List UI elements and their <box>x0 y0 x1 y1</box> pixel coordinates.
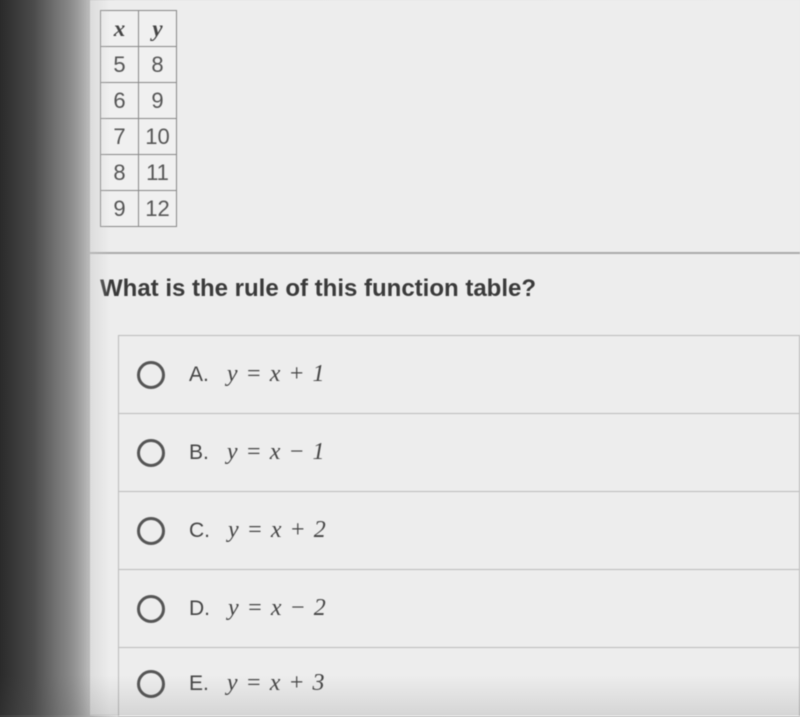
section-divider <box>90 252 800 254</box>
content-area: x y 5 8 6 9 7 10 8 11 9 12 <box>90 0 800 715</box>
option-letter: C. <box>189 519 210 543</box>
cell-y: 12 <box>139 191 177 227</box>
options-container: A. y = x + 1 B. y = x − 1 C. y = x + 2 D… <box>118 335 800 717</box>
cell-x: 9 <box>101 191 139 227</box>
table-row: 6 9 <box>101 83 177 119</box>
radio-icon[interactable] <box>137 670 165 698</box>
radio-icon[interactable] <box>137 517 165 545</box>
function-table: x y 5 8 6 9 7 10 8 11 9 12 <box>100 10 177 227</box>
radio-icon[interactable] <box>137 439 165 467</box>
option-letter: E. <box>189 672 209 696</box>
table-row: 5 8 <box>101 47 177 83</box>
cell-x: 8 <box>101 155 139 191</box>
option-letter: D. <box>189 597 210 621</box>
cell-y: 8 <box>139 47 177 83</box>
option-label: D. y = x − 2 <box>189 595 327 622</box>
cell-x: 6 <box>101 83 139 119</box>
table-row: 9 12 <box>101 191 177 227</box>
option-letter: B. <box>189 441 209 465</box>
option-label: B. y = x − 1 <box>189 439 326 466</box>
header-x: x <box>101 11 139 47</box>
cell-x: 7 <box>101 119 139 155</box>
option-formula: y = x − 1 <box>227 439 326 466</box>
option-formula: y = x + 2 <box>228 517 327 544</box>
option-b[interactable]: B. y = x − 1 <box>118 413 800 491</box>
option-letter: A. <box>189 363 209 387</box>
cell-y: 10 <box>139 119 177 155</box>
radio-icon[interactable] <box>137 595 165 623</box>
cell-y: 9 <box>139 83 177 119</box>
option-c[interactable]: C. y = x + 2 <box>118 491 800 569</box>
header-y: y <box>139 11 177 47</box>
table-row: 8 11 <box>101 155 177 191</box>
option-d[interactable]: D. y = x − 2 <box>118 569 800 647</box>
table-header-row: x y <box>101 11 177 47</box>
option-label: A. y = x + 1 <box>189 361 326 388</box>
option-formula: y = x − 2 <box>228 595 327 622</box>
option-label: E. y = x + 3 <box>189 670 326 697</box>
option-formula: y = x + 3 <box>227 670 326 697</box>
cell-y: 11 <box>139 155 177 191</box>
radio-icon[interactable] <box>137 361 165 389</box>
question-text: What is the rule of this function table? <box>100 275 536 303</box>
cell-x: 5 <box>101 47 139 83</box>
function-table-container: x y 5 8 6 9 7 10 8 11 9 12 <box>100 10 177 227</box>
option-formula: y = x + 1 <box>227 361 326 388</box>
table-row: 7 10 <box>101 119 177 155</box>
option-label: C. y = x + 2 <box>189 517 327 544</box>
option-a[interactable]: A. y = x + 1 <box>118 335 800 413</box>
option-e[interactable]: E. y = x + 3 <box>118 647 800 717</box>
